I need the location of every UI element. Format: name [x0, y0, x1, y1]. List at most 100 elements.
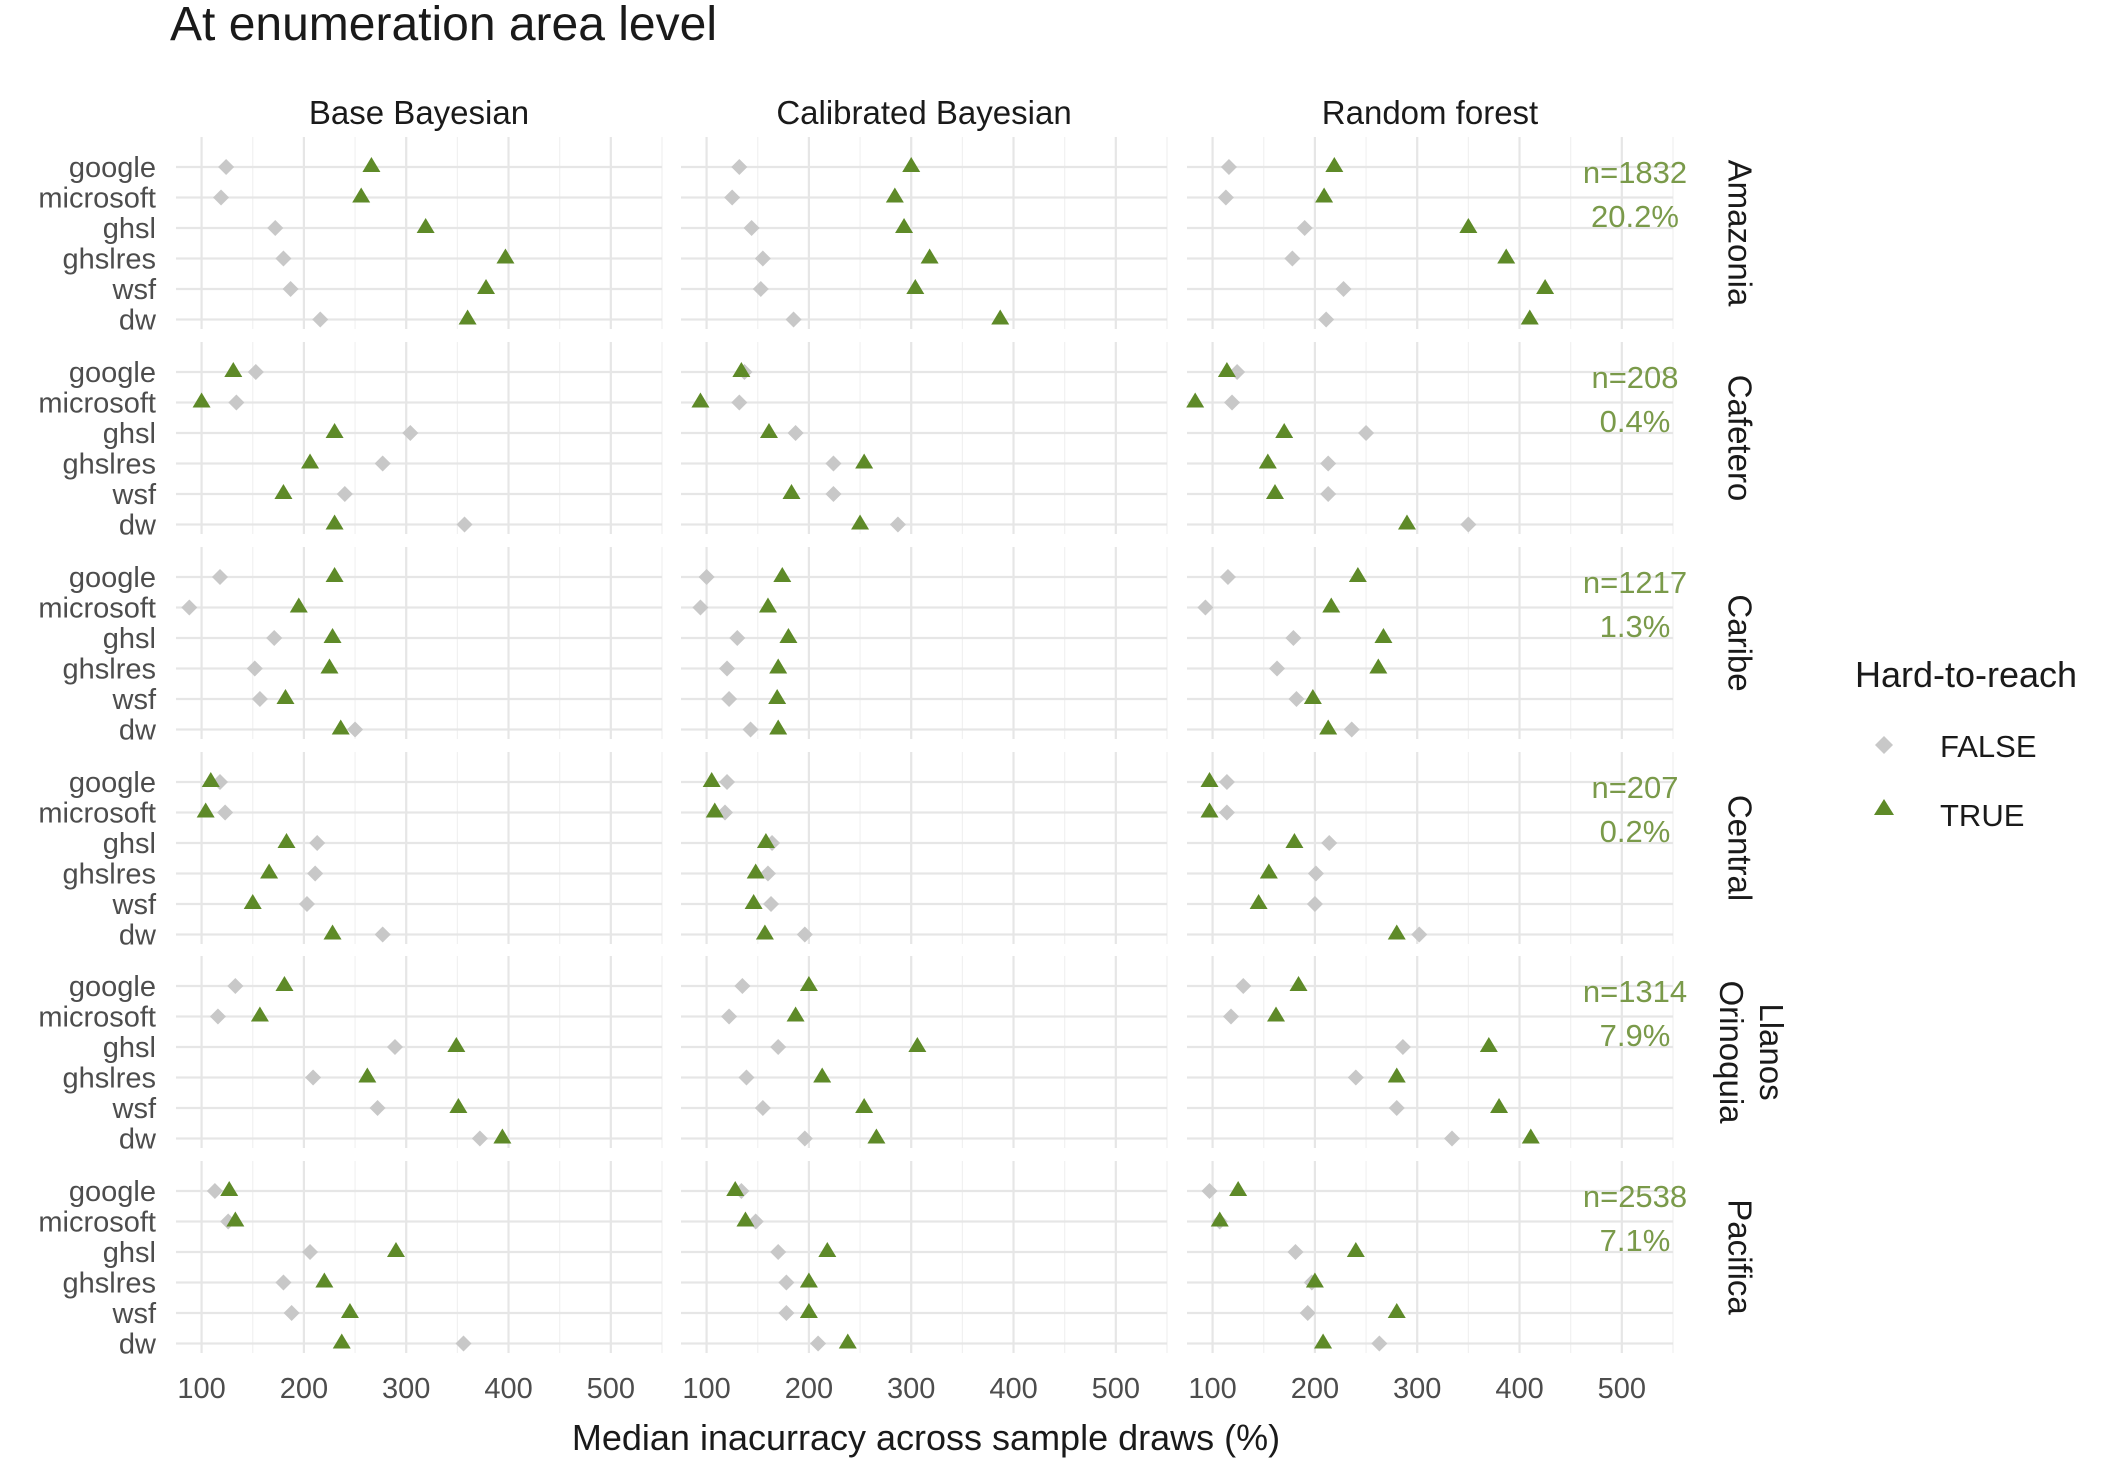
- category-label: ghslres: [63, 1063, 157, 1095]
- legend: Hard-to-reach FALSE TRUE: [1855, 654, 2077, 833]
- facet-panel: n=2538 7.1%: [1187, 1161, 1687, 1353]
- point-false-ghslres: [738, 1069, 755, 1086]
- point-true-dw: [755, 924, 774, 940]
- point-false-dw: [471, 1130, 488, 1147]
- point-false-ghsl: [302, 1244, 319, 1260]
- point-true-dw: [332, 1333, 351, 1349]
- point-false-microsoft: [228, 394, 245, 411]
- point-false-google: [218, 159, 235, 175]
- point-true-dw: [851, 514, 870, 530]
- point-true-microsoft: [352, 187, 371, 203]
- point-false-wsf: [251, 691, 268, 707]
- point-true-google: [726, 1181, 745, 1196]
- point-true-wsf: [855, 1098, 874, 1113]
- point-false-ghslres: [275, 1274, 292, 1291]
- x-tick-label: 200: [1291, 1373, 1339, 1405]
- point-false-ghslres: [246, 660, 263, 677]
- point-true-google: [773, 567, 792, 582]
- x-tick-label: 500: [1092, 1373, 1140, 1405]
- x-tick-label: 400: [989, 1373, 1037, 1405]
- point-true-google: [362, 157, 381, 172]
- point-false-wsf: [1320, 486, 1337, 502]
- point-true-ghsl: [1374, 628, 1393, 643]
- point-true-wsf: [243, 894, 262, 909]
- point-true-microsoft: [736, 1211, 755, 1227]
- category-label: google: [69, 152, 156, 184]
- point-false-google: [719, 774, 736, 790]
- point-true-dw: [323, 924, 342, 940]
- point-false-google: [211, 569, 228, 585]
- legend-false-label: FALSE: [1940, 729, 2037, 764]
- point-false-ghslres: [1284, 250, 1301, 267]
- point-true-microsoft: [1186, 392, 1205, 408]
- point-true-google: [1229, 1181, 1248, 1196]
- point-false-dw: [1371, 1335, 1388, 1352]
- point-true-dw: [867, 1128, 886, 1144]
- category-label: ghslres: [63, 244, 157, 276]
- category-label: wsf: [112, 479, 157, 511]
- facet-panel: n=207 0.2%: [1187, 752, 1679, 944]
- column-strip-label: Random forest: [1322, 94, 1538, 131]
- point-false-dw: [785, 311, 802, 328]
- sample-size-annotation: n=207: [1591, 770, 1678, 805]
- point-false-ghsl: [1296, 220, 1313, 236]
- point-false-wsf: [1335, 281, 1352, 297]
- category-label: google: [69, 767, 156, 799]
- point-false-microsoft: [692, 599, 709, 616]
- point-true-ghsl: [1479, 1037, 1498, 1052]
- point-false-ghslres: [275, 250, 292, 267]
- point-true-ghslres: [1258, 453, 1277, 469]
- point-false-google: [1235, 978, 1252, 994]
- category-label: wsf: [112, 1298, 157, 1330]
- point-true-google: [201, 772, 220, 787]
- point-true-ghslres: [496, 248, 515, 264]
- point-true-wsf: [799, 1303, 818, 1318]
- point-false-ghslres: [719, 660, 736, 677]
- sample-size-annotation: n=1217: [1583, 565, 1687, 600]
- x-tick-label: 100: [1188, 1373, 1236, 1405]
- point-true-dw: [1314, 1333, 1333, 1349]
- x-tick-label: 300: [887, 1373, 935, 1405]
- point-true-ghsl: [386, 1242, 405, 1257]
- category-label: google: [69, 971, 156, 1003]
- point-true-google: [799, 976, 818, 991]
- point-false-ghslres: [778, 1274, 795, 1291]
- point-true-dw: [1521, 1128, 1540, 1144]
- x-tick-label: 100: [682, 1373, 730, 1405]
- point-true-ghslres: [315, 1272, 334, 1288]
- point-true-wsf: [449, 1098, 468, 1113]
- point-false-ghslres: [307, 865, 324, 882]
- percent-annotation: 7.1%: [1600, 1223, 1671, 1258]
- point-false-ghsl: [309, 835, 326, 851]
- facet-panel: [176, 342, 663, 534]
- category-label: wsf: [112, 889, 157, 921]
- point-true-microsoft: [250, 1006, 269, 1022]
- point-true-microsoft: [289, 597, 308, 613]
- legend-true-triangle-icon: [1874, 799, 1894, 815]
- point-true-google: [902, 157, 921, 172]
- point-false-ghsl: [266, 630, 283, 646]
- point-false-google: [698, 569, 715, 585]
- column-strip-label: Calibrated Bayesian: [776, 94, 1071, 131]
- point-false-wsf: [763, 896, 780, 912]
- point-true-dw: [838, 1333, 857, 1349]
- point-true-dw: [991, 309, 1010, 325]
- facet-panels: Base Bayesian Calibrated Bayesian Random f…: [38, 94, 1789, 1405]
- point-false-ghsl: [743, 220, 760, 236]
- point-false-microsoft: [213, 189, 230, 206]
- x-tick-label: 300: [382, 1373, 430, 1405]
- point-false-wsf: [1306, 896, 1323, 912]
- point-true-microsoft: [1267, 1006, 1286, 1022]
- category-label: ghsl: [103, 1032, 156, 1064]
- point-true-ghslres: [920, 248, 939, 264]
- percent-annotation: 20.2%: [1591, 199, 1679, 234]
- percent-annotation: 0.2%: [1600, 814, 1671, 849]
- point-false-microsoft: [721, 1008, 738, 1025]
- point-true-ghslres: [1259, 863, 1278, 879]
- x-tick-label: 500: [1598, 1373, 1646, 1405]
- point-true-dw: [325, 514, 344, 530]
- point-true-google: [1217, 362, 1236, 377]
- row-strip-label: Caribe: [1721, 594, 1758, 691]
- point-true-wsf: [1387, 1303, 1406, 1318]
- category-label: ghslres: [63, 1268, 157, 1300]
